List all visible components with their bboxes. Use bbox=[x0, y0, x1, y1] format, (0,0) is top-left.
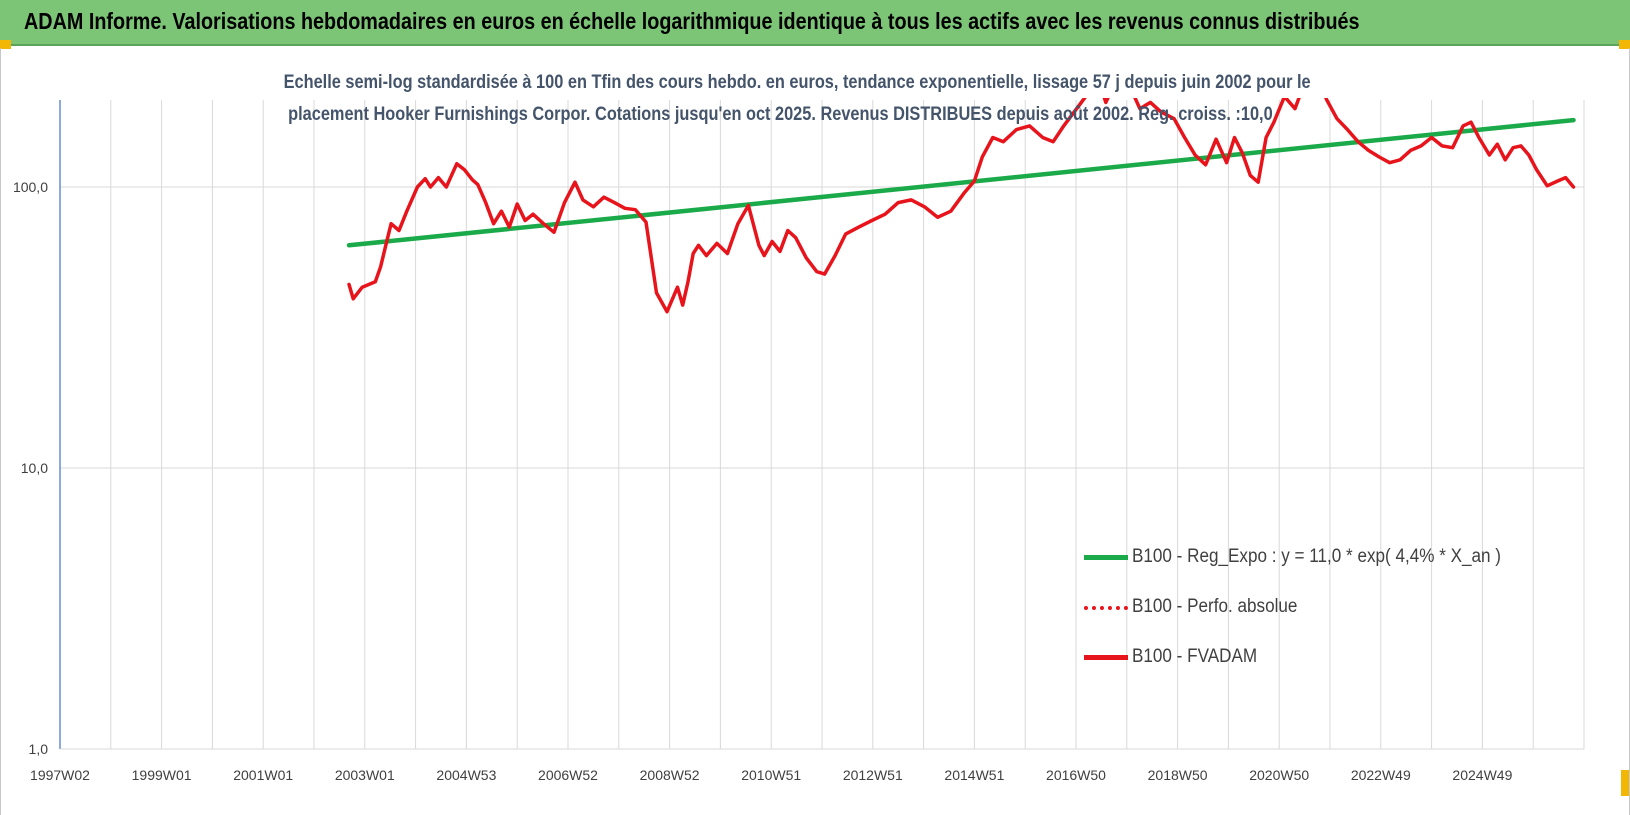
x-tick-label: 2022W49 bbox=[1351, 767, 1411, 783]
legend-swatch-perfo-absolue bbox=[1084, 606, 1128, 610]
legend-label-reg-expo: B100 - Reg_Expo : y = 11,0 * exp( 4,4% *… bbox=[1132, 546, 1501, 567]
x-tick-label: 2014W51 bbox=[944, 767, 1004, 783]
x-tick-label: 2010W51 bbox=[741, 767, 801, 783]
x-tick-label: 2020W50 bbox=[1249, 767, 1309, 783]
corner-mark-left bbox=[0, 40, 11, 49]
page-title: ADAM Informe. Valorisations hebdomadaire… bbox=[24, 8, 1360, 34]
x-tick-label: 2006W52 bbox=[538, 767, 598, 783]
grid-layer bbox=[59, 100, 1585, 750]
axis-layer bbox=[59, 100, 1584, 750]
legend-swatch-reg-expo bbox=[1084, 555, 1128, 560]
x-tick-label: 2001W01 bbox=[233, 767, 293, 783]
x-tick-label: 2004W53 bbox=[436, 767, 496, 783]
legend-label-perfo-absolue: B100 - Perfo. absolue bbox=[1132, 596, 1298, 617]
legend-swatch-fvadam bbox=[1084, 655, 1128, 660]
y-tick-label: 100,0 bbox=[13, 179, 48, 195]
chart-subtitle-line-1: Echelle semi-log standardisée à 100 en T… bbox=[283, 72, 1311, 93]
series-line-reg-expo bbox=[346, 117, 1576, 248]
series-layer bbox=[346, 98, 1576, 314]
corner-mark-bottom-right bbox=[1621, 770, 1630, 796]
x-tick-label: 2012W51 bbox=[843, 767, 903, 783]
series-line-fvadam bbox=[347, 98, 1576, 314]
tick-layer: 1,0 10,0 100,0 1997W02 1999W01 2001W01 2003W01… bbox=[13, 179, 1513, 783]
x-tick-label: 2018W50 bbox=[1148, 767, 1208, 783]
x-tick-label: 2016W50 bbox=[1046, 767, 1106, 783]
legend-label-fvadam: B100 - FVADAM bbox=[1132, 646, 1258, 667]
x-tick-label: 2024W49 bbox=[1452, 767, 1512, 783]
corner-mark-right bbox=[1619, 40, 1630, 49]
x-tick-label: 1997W02 bbox=[30, 767, 90, 783]
x-tick-label: 2003W01 bbox=[335, 767, 395, 783]
chart-subtitle-line-2: placement Hooker Furnishings Corpor. Cot… bbox=[287, 104, 1273, 125]
x-tick-label: 1999W01 bbox=[132, 767, 192, 783]
title-bar: ADAM Informe. Valorisations hebdomadaire… bbox=[0, 0, 1630, 46]
x-tick-label: 2008W52 bbox=[640, 767, 700, 783]
y-tick-label: 1,0 bbox=[29, 741, 49, 757]
y-tick-label: 10,0 bbox=[21, 460, 48, 476]
